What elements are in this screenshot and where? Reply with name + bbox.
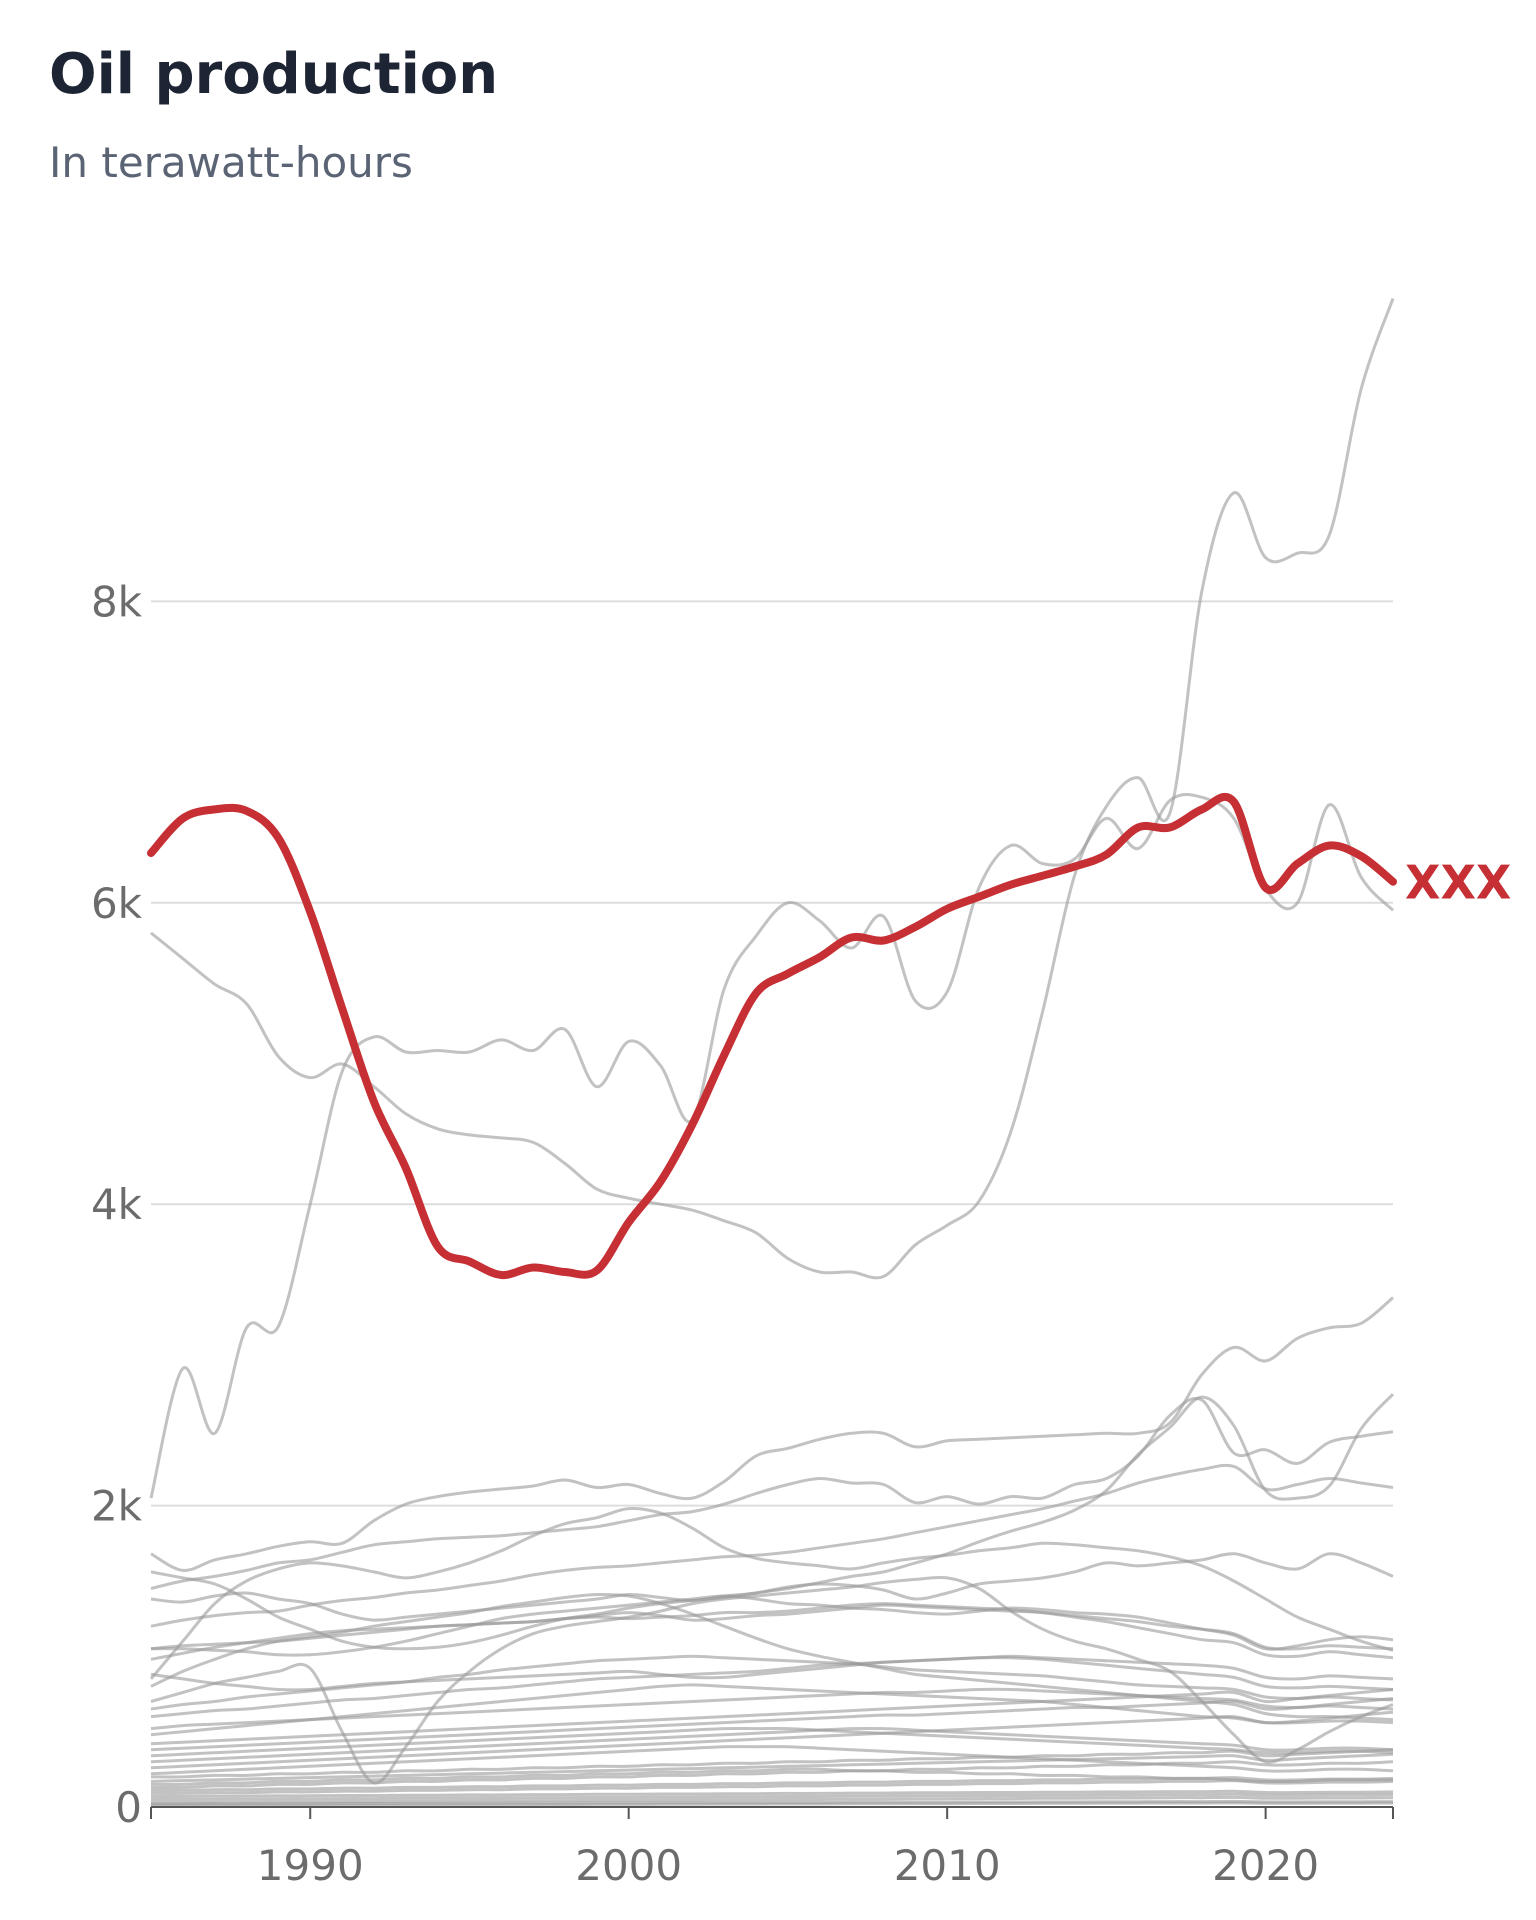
series-line-background <box>150 1656 1394 1719</box>
y-tick-label: 4k <box>91 1180 143 1229</box>
series-line-background <box>150 1396 1394 1590</box>
x-axis-ticks: 1990 2000 2010 2020 <box>257 1841 1319 1890</box>
highlight-series: XXX <box>147 792 1511 1280</box>
x-axis <box>150 1806 1394 1819</box>
series-line-background <box>150 1752 1394 1783</box>
background-series <box>149 298 1395 1807</box>
series-line-background <box>150 1296 1394 1572</box>
series-line-background <box>150 1687 1394 1731</box>
series-line-background <box>151 1795 1394 1804</box>
x-tick-label: 2010 <box>894 1841 1001 1890</box>
chart-subtitle: In terawatt-hours <box>49 138 413 187</box>
series-line-background <box>150 1594 1394 1657</box>
series-line-background <box>149 1506 1394 1680</box>
series-line-background <box>150 1779 1394 1795</box>
grid-lines <box>151 600 1393 1507</box>
series-line-background <box>150 1776 1394 1792</box>
series-line-background <box>150 1748 1394 1779</box>
y-tick-label: 2k <box>91 1482 143 1531</box>
series-line-background <box>150 1393 1395 1651</box>
y-tick-label: 0 <box>115 1783 142 1832</box>
series-line-background <box>150 1760 1394 1790</box>
series-label: XXX <box>1405 856 1511 910</box>
y-tick-label: 6k <box>91 879 143 928</box>
series-line-background <box>150 1463 1394 1628</box>
series-line-background <box>150 1688 1394 1746</box>
chart-title: Oil production <box>49 42 499 107</box>
series-line-background <box>150 1575 1394 1785</box>
y-tick-label: 8k <box>91 577 143 626</box>
series-line-background <box>150 298 1395 1280</box>
series-line-background <box>150 1727 1394 1758</box>
series-line-background <box>150 1683 1394 1737</box>
x-tick-label: 2020 <box>1212 1841 1319 1890</box>
series-line-background <box>150 1726 1394 1764</box>
series-line-background <box>151 1789 1394 1798</box>
series-line-background <box>150 1710 1394 1770</box>
x-tick-label: 1990 <box>257 1841 364 1890</box>
series-line-background <box>150 1792 1394 1802</box>
series-line-background <box>150 1654 1394 1692</box>
x-tick-label: 2000 <box>575 1841 682 1890</box>
series-line-background <box>150 1697 1394 1752</box>
series-line-background <box>150 1592 1394 1722</box>
series-line-background <box>151 1801 1394 1807</box>
series-line-highlight <box>147 792 1397 1280</box>
series-line-background <box>150 1603 1394 1651</box>
series-line-background <box>149 792 1395 1499</box>
series-line-background <box>150 1552 1394 1622</box>
y-axis-ticks: 0 2k 4k 6k 8k <box>91 577 143 1832</box>
series-line-background <box>150 1745 1394 1776</box>
